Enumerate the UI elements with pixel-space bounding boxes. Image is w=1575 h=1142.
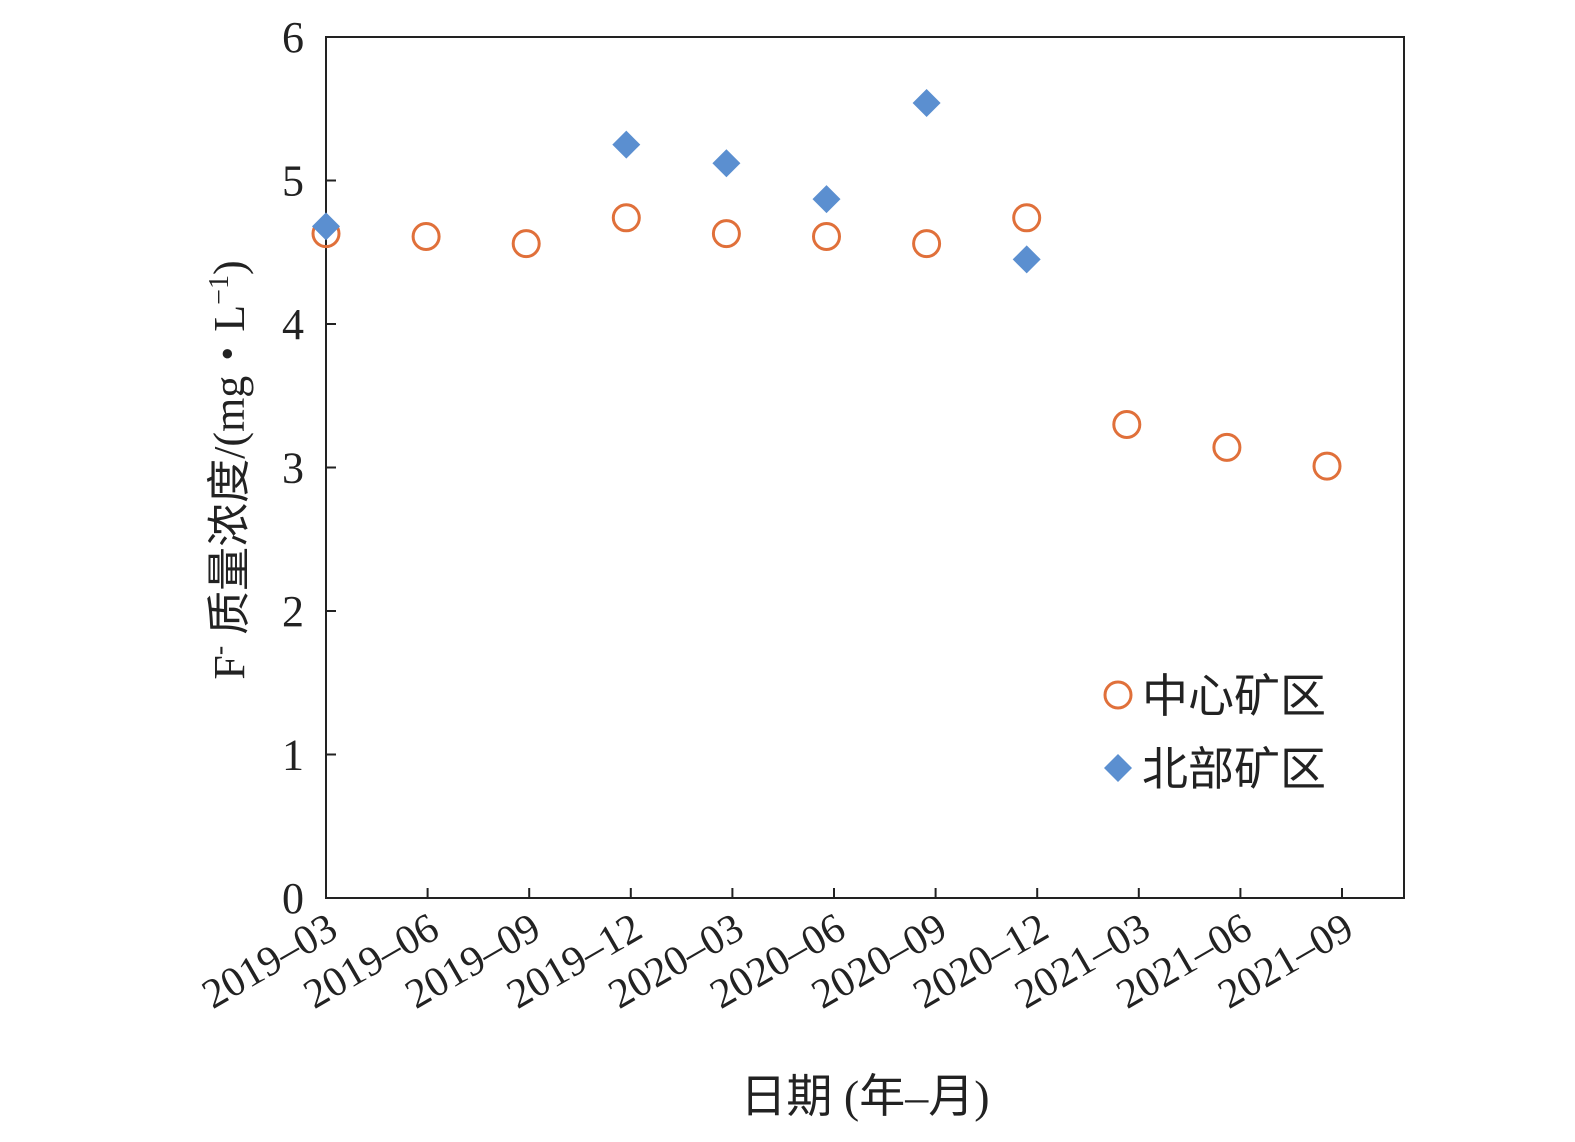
data-point-north <box>912 89 941 118</box>
data-point-central <box>611 203 641 233</box>
y-tick-label: 4 <box>282 300 304 349</box>
y-tick-label: 0 <box>282 874 304 923</box>
data-point-central <box>411 221 441 251</box>
data-point-north <box>312 212 340 241</box>
legend-label: 北部矿区 <box>1142 744 1326 795</box>
data-point-central <box>1312 451 1342 481</box>
data-point-central <box>812 221 841 251</box>
legend-label: 中心矿区 <box>1142 671 1326 722</box>
y-tick-label: 5 <box>282 157 304 206</box>
data-point-north <box>612 130 641 159</box>
data-point-north <box>712 149 741 178</box>
data-point-north <box>812 185 841 214</box>
data-point-north <box>1012 245 1041 274</box>
data-point-central <box>511 229 541 259</box>
y-tick-label: 1 <box>282 731 304 780</box>
legend-marker <box>1104 754 1132 782</box>
legend-marker <box>1103 680 1133 710</box>
y-tick-label: 6 <box>282 13 304 62</box>
data-point-central <box>912 229 942 259</box>
y-tick-label: 2 <box>282 587 304 636</box>
y-tick-label: 3 <box>282 444 304 493</box>
data-point-central <box>1012 203 1042 233</box>
data-point-central <box>1112 409 1142 439</box>
x-axis-label: 日期 (年–月) <box>740 1071 989 1122</box>
y-axis-label: F- 质量浓度/(mg・L−1) <box>204 260 254 679</box>
data-point-central <box>1212 432 1242 462</box>
data-point-central <box>711 219 741 249</box>
